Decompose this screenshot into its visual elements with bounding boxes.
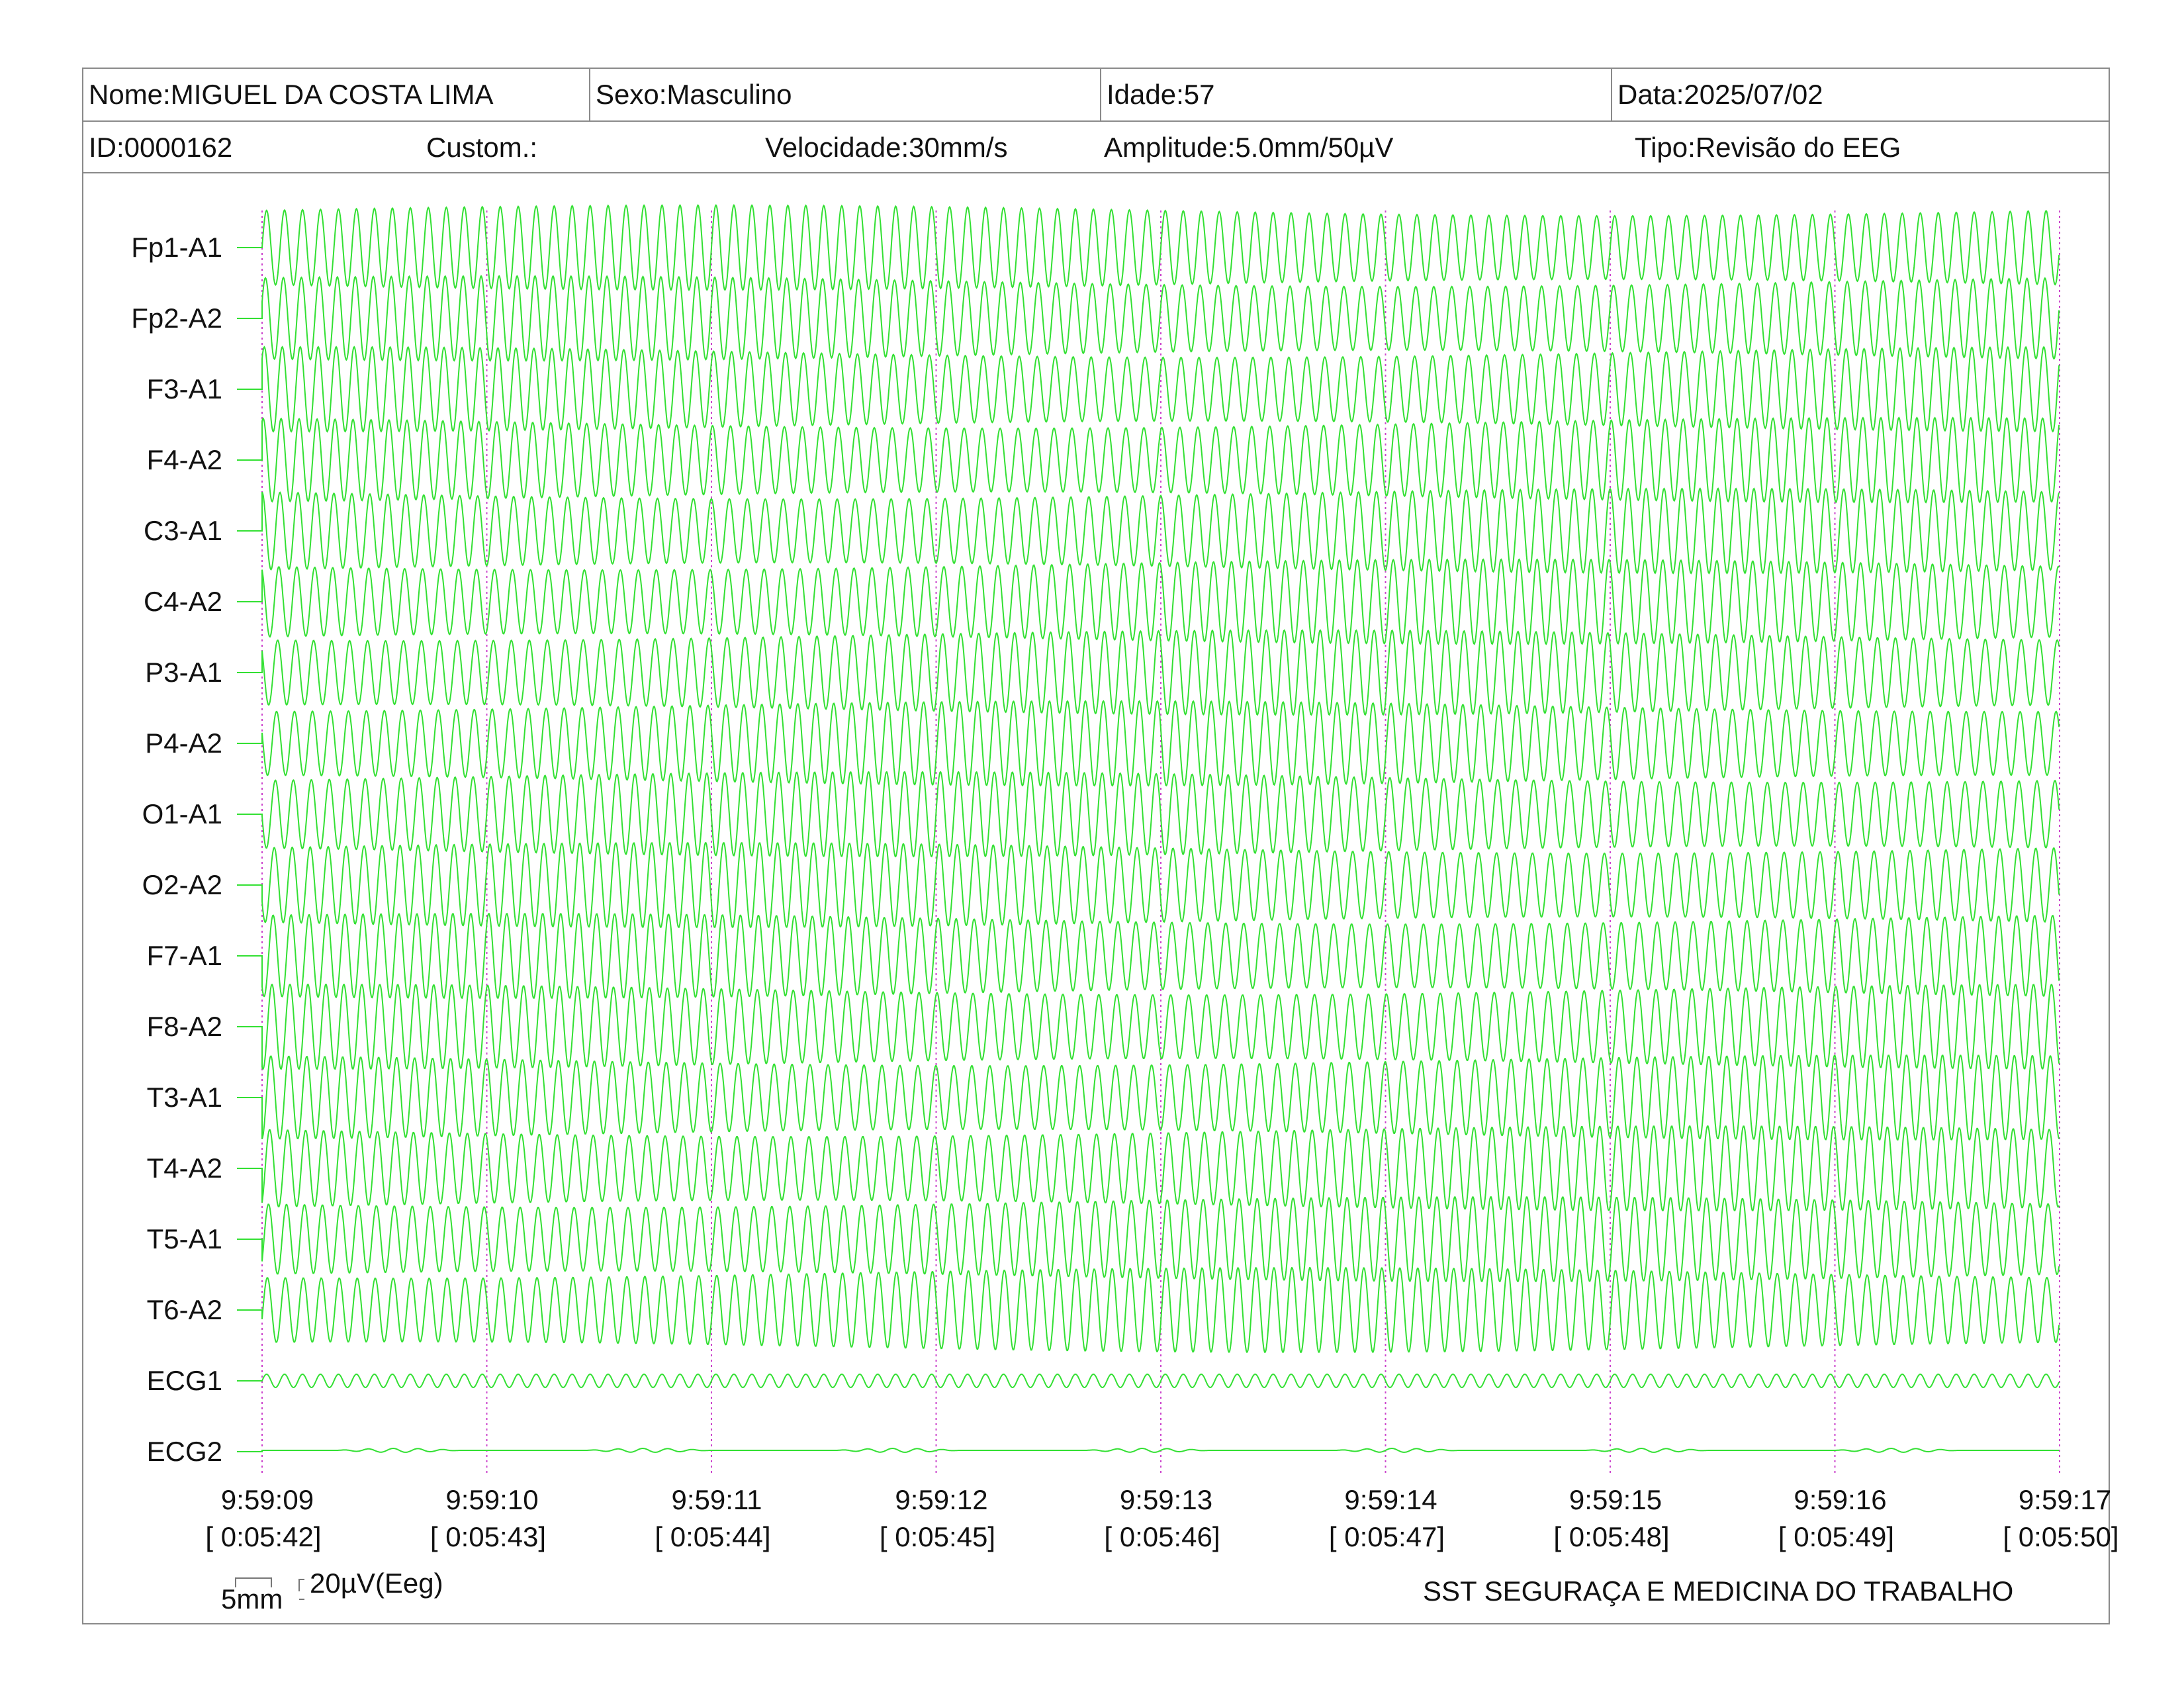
channel-trace	[237, 1196, 2060, 1282]
channel-trace	[237, 1373, 2060, 1389]
channel-label: P4-A2	[145, 727, 222, 759]
time-tick-clock: 9:59:09	[221, 1484, 314, 1515]
channel-label: O1-A1	[142, 798, 222, 829]
time-tick-clock: 9:59:17	[2019, 1484, 2111, 1515]
exam-date: Data:2025/07/02	[1617, 79, 1823, 110]
channel-trace	[237, 771, 2060, 858]
amplitude-setting: Amplitude:5.0mm/50µV	[1104, 132, 1394, 163]
channel-trace	[237, 346, 2060, 433]
channel-trace	[237, 1448, 2060, 1453]
header-row-patient: Nome:MIGUEL DA COSTA LIMA Sexo:Masculino…	[83, 69, 2109, 122]
header-divider	[1100, 69, 1101, 120]
channel-label: P3-A1	[145, 657, 222, 688]
channel-trace	[237, 841, 2060, 929]
channel-trace	[237, 275, 2060, 362]
time-tick-clock: 9:59:11	[671, 1484, 762, 1515]
patient-age: Idade:57	[1107, 79, 1215, 110]
channel-label: F8-A2	[147, 1011, 222, 1042]
channel-trace	[237, 700, 2060, 787]
channel-trace	[237, 912, 2060, 1000]
channel-trace	[237, 416, 2060, 504]
time-tick-elapsed: [ 0:05:43]	[430, 1521, 546, 1552]
time-tick-elapsed: [ 0:05:50]	[2003, 1521, 2118, 1552]
time-tick-elapsed: [ 0:05:44]	[655, 1521, 770, 1552]
channel-label: T4-A2	[147, 1152, 222, 1184]
time-tick-elapsed: [ 0:05:46]	[1104, 1521, 1220, 1552]
report-frame: Nome:MIGUEL DA COSTA LIMA Sexo:Masculino…	[82, 68, 2110, 1624]
channel-trace	[237, 1125, 2060, 1211]
time-tick-elapsed: [ 0:05:48]	[1553, 1521, 1669, 1552]
time-tick-clock: 9:59:12	[895, 1484, 987, 1515]
channel-label: T3-A1	[147, 1082, 222, 1113]
exam-type: Tipo:Revisão do EEG	[1635, 132, 1901, 163]
speed-setting: Velocidade:30mm/s	[765, 132, 1008, 163]
channel-label: ECG1	[147, 1365, 222, 1396]
custom-field: Custom.:	[426, 132, 538, 163]
time-tick-clock: 9:59:13	[1120, 1484, 1212, 1515]
time-tick-clock: 9:59:15	[1569, 1484, 1662, 1515]
time-tick-elapsed: [ 0:05:42]	[205, 1521, 321, 1552]
channel-label: T6-A2	[147, 1294, 222, 1325]
scale-time-label: 5mm	[221, 1583, 283, 1615]
patient-id: ID:0000162	[89, 132, 233, 163]
header-divider	[1611, 69, 1612, 120]
channel-trace	[237, 204, 2060, 291]
time-tick-elapsed: [ 0:05:47]	[1329, 1521, 1445, 1552]
channel-trace	[237, 558, 2060, 645]
patient-name: Nome:MIGUEL DA COSTA LIMA	[89, 79, 494, 110]
scale-amplitude-label: 20µV(Eeg)	[310, 1568, 443, 1599]
organization-name: SST SEGURAÇA E MEDICINA DO TRABALHO	[1423, 1575, 2014, 1607]
channel-label: C4-A2	[144, 586, 222, 617]
time-tick-clock: 9:59:14	[1344, 1484, 1437, 1515]
time-tick-clock: 9:59:10	[445, 1484, 538, 1515]
channel-label: T5-A1	[147, 1223, 222, 1254]
time-tick-elapsed: [ 0:05:45]	[880, 1521, 995, 1552]
channel-trace	[237, 1055, 2060, 1141]
channel-label: Fp1-A1	[131, 232, 222, 263]
channel-label: ECG2	[147, 1436, 222, 1467]
channel-trace	[237, 487, 2060, 575]
time-tick-clock: 9:59:16	[1794, 1484, 1886, 1515]
channel-label: C3-A1	[144, 515, 222, 546]
header-row-settings: ID:0000162 Custom.: Velocidade:30mm/s Am…	[83, 122, 2109, 173]
channel-label: F3-A1	[147, 373, 222, 404]
channel-label: O2-A2	[142, 869, 222, 900]
patient-sex: Sexo:Masculino	[596, 79, 792, 110]
scale-bracket-icon	[235, 1577, 304, 1600]
channel-trace	[237, 629, 2060, 716]
time-tick-elapsed: [ 0:05:49]	[1778, 1521, 1894, 1552]
channel-trace	[237, 984, 2060, 1070]
channel-label: F7-A1	[147, 940, 222, 971]
header-divider	[589, 69, 590, 120]
channel-trace	[237, 1267, 2060, 1353]
channel-label: F4-A2	[147, 444, 222, 475]
channel-label: Fp2-A2	[131, 303, 222, 334]
